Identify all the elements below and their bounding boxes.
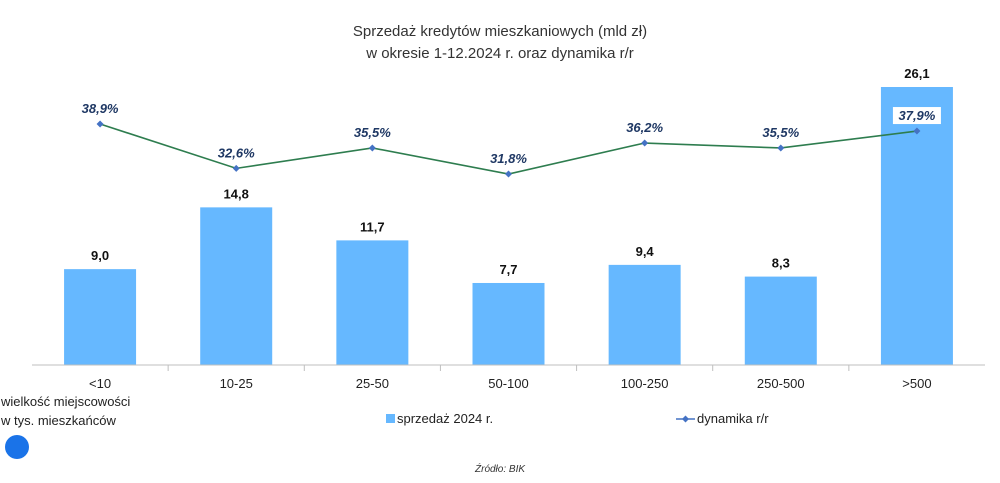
line-point xyxy=(777,144,785,152)
x-tick-label: 100-250 xyxy=(621,376,669,391)
bar-4 xyxy=(608,264,681,365)
legend-bar-label: sprzedaż 2024 r. xyxy=(397,411,493,426)
line-group: 38,9% 32,6% 35,5% 31,8% 36,2% 35,5% 37,9% xyxy=(82,101,941,178)
bar-0 xyxy=(64,269,137,365)
source-note: Źródło: BIK xyxy=(474,462,526,475)
legend-line-marker xyxy=(682,415,689,423)
blue-dot-marker xyxy=(5,435,29,459)
line-value-label: 38,9% xyxy=(82,101,119,116)
line-point xyxy=(641,139,649,147)
x-tick-label: 10-25 xyxy=(220,376,253,391)
line-point xyxy=(913,127,921,135)
axis-note-line-2: w tys. mieszkańców xyxy=(0,413,116,428)
line-point xyxy=(368,144,376,152)
x-tick-label: >500 xyxy=(902,376,931,391)
line-value-label: 36,2% xyxy=(626,120,663,135)
bar-value-label: 9,4 xyxy=(636,244,655,259)
x-tick-label: 25-50 xyxy=(356,376,389,391)
chart-subtitle: w okresie 1-12.2024 r. oraz dynamika r/r xyxy=(365,45,634,62)
legend-line-label: dynamika r/r xyxy=(697,411,769,426)
line-label-background xyxy=(892,107,941,125)
bar-3 xyxy=(472,282,545,365)
line-value-label: 35,5% xyxy=(762,125,799,140)
line-point xyxy=(505,170,512,178)
line-value-label: 31,8% xyxy=(490,151,527,166)
line-point xyxy=(232,164,240,172)
bar-5 xyxy=(744,276,817,365)
axis-note-line-1: wielkość miejscowości xyxy=(0,394,130,409)
x-tick-label: <10 xyxy=(89,376,111,391)
bars-group: 9,0 14,8 11,7 7,7 9,4 8,3 26,1 xyxy=(64,66,953,365)
bar-value-label: 7,7 xyxy=(499,262,517,277)
bar-value-label: 14,8 xyxy=(224,186,249,201)
chart-title: Sprzedaż kredytów mieszkaniowych (mld zł… xyxy=(353,23,647,40)
line-point xyxy=(96,120,104,128)
bar-value-label: 9,0 xyxy=(91,248,109,263)
line-value-label: 35,5% xyxy=(354,125,391,140)
x-tick-label: 50-100 xyxy=(488,376,528,391)
x-tick-label: 250-500 xyxy=(757,376,805,391)
bar-2 xyxy=(336,240,409,365)
bar-value-label: 11,7 xyxy=(360,219,385,234)
line-value-label: 37,9% xyxy=(898,108,935,123)
x-ticks-group: <10 10-25 25-50 50-100 100-250 250-500 >500 xyxy=(89,365,932,391)
legend-bar-swatch xyxy=(386,414,395,423)
bar-1 xyxy=(200,207,273,365)
line-value-label: 32,6% xyxy=(218,145,255,160)
bar-value-label: 26,1 xyxy=(904,66,929,81)
bar-value-label: 8,3 xyxy=(772,256,790,271)
